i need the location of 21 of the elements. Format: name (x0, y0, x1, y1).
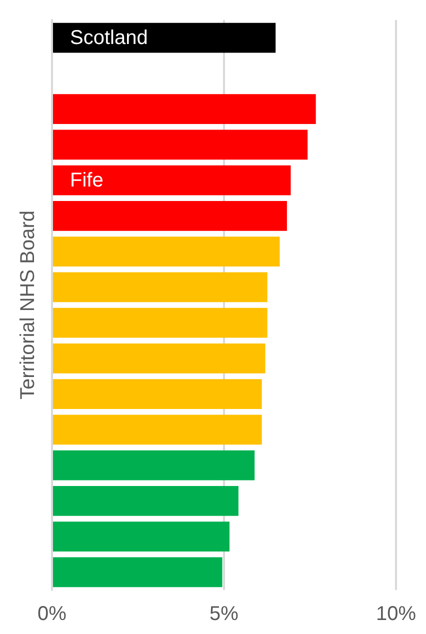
bar (52, 236, 280, 267)
bar (52, 379, 262, 410)
y-tick-label: Scotland (70, 26, 148, 49)
x-tick-label: 0% (38, 603, 67, 625)
bar (52, 522, 230, 552)
y-tick-label: Fife (70, 169, 104, 192)
bar (52, 557, 222, 588)
bar (52, 130, 308, 160)
bar (52, 22, 276, 53)
bar (52, 94, 316, 124)
bar (52, 450, 255, 480)
bar (52, 486, 238, 516)
x-tick-label: 10% (376, 603, 416, 625)
bar (52, 200, 287, 231)
bar (52, 308, 268, 338)
bar (52, 414, 262, 445)
bar (52, 272, 268, 302)
y-axis-title: Territorial NHS Board (17, 210, 39, 400)
x-tick-label: 5% (210, 603, 239, 625)
bar (52, 343, 266, 374)
bar (52, 165, 291, 196)
